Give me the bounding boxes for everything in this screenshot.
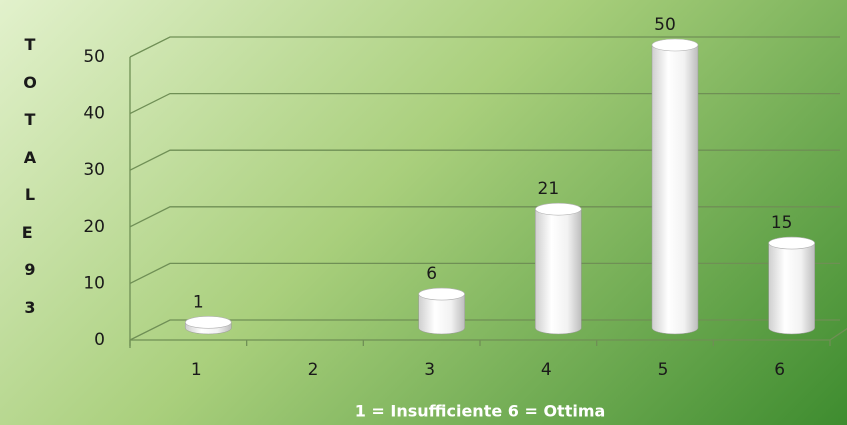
y-axis-title: TOTALE 93 [21, 35, 39, 317]
y-tick-label: 40 [83, 104, 105, 124]
data-label: 15 [771, 213, 793, 233]
data-label: 21 [538, 179, 560, 199]
bar [185, 316, 232, 335]
y-tick-label: 50 [83, 47, 105, 67]
grid-line [129, 92, 840, 115]
data-label: 1 [193, 292, 204, 312]
y-tick-label: 30 [83, 160, 105, 180]
bar [418, 287, 465, 335]
bar-part [651, 44, 699, 335]
bar-part [768, 242, 815, 335]
x-tick-label: 6 [774, 360, 785, 380]
x-tick-label: 4 [541, 360, 552, 380]
data-label: 6 [426, 264, 437, 284]
x-tick-label: 2 [308, 360, 319, 380]
bar [768, 236, 815, 335]
x-axis-title: 1 = Insufficiente 6 = Ottima [355, 402, 606, 421]
y-tick-label: 0 [94, 330, 105, 350]
bar-part [185, 316, 232, 329]
grid-line [129, 262, 840, 284]
x-tick-label: 1 [191, 360, 202, 380]
x-tick-label: 3 [424, 360, 435, 380]
bar [651, 38, 699, 335]
bar [535, 202, 582, 335]
y-tick-label: 10 [83, 273, 105, 293]
grid-line [129, 36, 840, 58]
grid-line [129, 149, 840, 171]
data-label: 50 [654, 15, 676, 35]
bar-part [418, 287, 465, 301]
y-tick-label: 20 [83, 217, 105, 237]
grid-line [129, 206, 840, 228]
floor [130, 327, 847, 341]
bar-part [535, 208, 582, 335]
bar-part [651, 38, 699, 52]
grid-line [129, 319, 840, 341]
bar-part [535, 202, 582, 216]
x-tick-label: 5 [658, 360, 669, 380]
bar-part [768, 236, 815, 250]
bar-part [418, 293, 465, 335]
